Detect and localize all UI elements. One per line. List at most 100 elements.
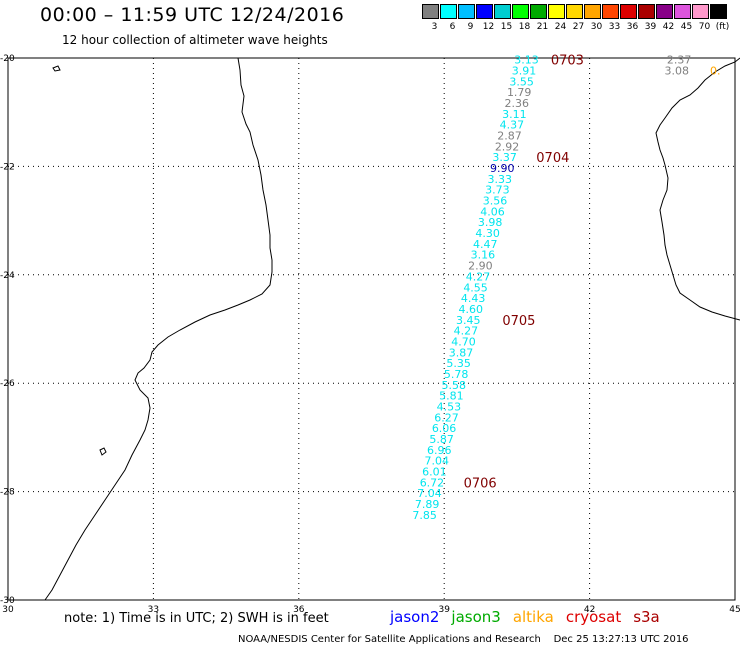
swh-value: 2.36 <box>505 97 530 110</box>
swh-value: 7.85 <box>412 509 437 522</box>
lon-tick-label: 30 <box>2 605 14 615</box>
swh-value: 2.92 <box>495 140 520 153</box>
swh-value: 4.60 <box>458 303 483 316</box>
swh-value: 3.73 <box>485 184 510 197</box>
scale-label: 36 <box>626 22 639 32</box>
legend-item: jason2 <box>390 608 440 626</box>
swh-value: 4.37 <box>500 119 525 132</box>
swh-value: 4.27 <box>466 270 491 283</box>
lat-tick-label: -30 <box>0 596 15 606</box>
altimeter-track: 3.133.913.551.792.363.114.372.872.923.37… <box>412 54 720 522</box>
swh-value: 6.96 <box>427 444 452 457</box>
swh-value: 4.06 <box>480 205 505 218</box>
scale-swatch <box>512 4 529 19</box>
lat-tick-label: -24 <box>0 271 15 281</box>
scale-swatch <box>494 4 511 19</box>
swh-value: 1.79 <box>507 86 532 99</box>
scale-swatch <box>530 4 547 19</box>
swh-value: 6.01 <box>422 466 447 479</box>
swh-value: 9.90 <box>490 162 515 175</box>
swh-value: 4.47 <box>473 238 498 251</box>
swh-value: 3.08 <box>664 64 689 77</box>
swh-value: 3.37 <box>492 151 517 164</box>
swh-value: 5.81 <box>439 390 464 403</box>
swh-value: 0. <box>710 64 721 77</box>
madagascar-coastline <box>655 57 740 321</box>
island-bassas <box>52 65 61 72</box>
scale-label: (ft) <box>715 22 730 32</box>
scale-label: 15 <box>500 22 513 32</box>
legend-item: altika <box>512 608 554 626</box>
lon-tick-label: 36 <box>293 605 305 615</box>
lon-tick-label: 39 <box>438 605 450 615</box>
axis-ticks: 30 33 36 39 42 45 -20 -22 -24 -26 -28 -30 <box>0 54 740 615</box>
swh-value: 7.89 <box>415 498 440 511</box>
lat-tick-label: -22 <box>0 162 15 172</box>
swh-value: 6.72 <box>420 476 445 489</box>
swh-value: 5.87 <box>429 433 454 446</box>
swh-value: 5.78 <box>444 368 469 381</box>
swh-value: 2.37 <box>667 54 692 67</box>
swh-value: 2.90 <box>468 260 493 273</box>
scale-label: 42 <box>662 22 675 32</box>
scale-swatch <box>584 4 601 19</box>
scale-label: 39 <box>644 22 657 32</box>
swh-value: 3.16 <box>471 249 496 262</box>
swh-value: 3.13 <box>514 54 539 67</box>
scale-label: 24 <box>554 22 567 32</box>
grid <box>7 57 736 601</box>
swh-value: 5.35 <box>446 357 471 370</box>
swh-value: 4.43 <box>461 292 486 305</box>
scale-swatch <box>602 4 619 19</box>
scale-swatch <box>656 4 673 19</box>
map-subtitle: 12 hour collection of altimeter wave hei… <box>62 33 328 47</box>
scale-label: 3 <box>431 22 438 32</box>
swh-value: 3.56 <box>483 195 508 208</box>
lon-tick-label: 42 <box>584 605 595 615</box>
lat-tick-label: -26 <box>0 379 15 389</box>
lon-tick-label: 45 <box>729 605 740 615</box>
swh-value: 3.11 <box>502 108 527 121</box>
island-europa <box>99 447 107 456</box>
scale-swatch <box>566 4 583 19</box>
footnote: note: 1) Time is in UTC; 2) SWH is in fe… <box>64 611 329 626</box>
map-frame <box>7 57 736 601</box>
scale-swatch <box>422 4 439 19</box>
swh-value: 3.33 <box>488 173 513 186</box>
credit-line: NOAA/NESDIS Center for Satellite Applica… <box>238 634 689 645</box>
swh-value: 3.91 <box>512 64 537 77</box>
swh-value: 4.53 <box>437 401 462 414</box>
scale-label: 9 <box>467 22 474 32</box>
swh-value: 7.04 <box>425 455 450 468</box>
scale-swatch <box>476 4 493 19</box>
legend-item: jason3 <box>451 608 501 626</box>
swh-value: 4.27 <box>454 325 479 338</box>
swh-value: 7.04 <box>417 487 442 500</box>
scale-swatch <box>638 4 655 19</box>
map-title: 00:00 – 11:59 UTC 12/24/2016 <box>40 4 345 26</box>
satellite-legend: jason2 jason3 altika cryosat s3a <box>390 608 672 626</box>
swh-value: 6.27 <box>434 411 459 424</box>
time-label: 0706 <box>464 476 497 491</box>
time-label: 0703 <box>551 54 584 69</box>
scale-label: 45 <box>680 22 693 32</box>
lat-tick-label: -28 <box>0 488 15 498</box>
scale-swatch <box>548 4 565 19</box>
time-label: 0705 <box>502 314 535 329</box>
scale-label: 70 <box>698 22 711 32</box>
scale-swatch <box>440 4 457 19</box>
lon-tick-label: 33 <box>148 605 159 615</box>
legend-item: cryosat <box>565 608 622 626</box>
swh-value: 4.30 <box>475 227 500 240</box>
swh-value: 3.55 <box>509 75 534 88</box>
scale-label: 21 <box>536 22 549 32</box>
swh-value: 6.06 <box>432 422 457 435</box>
scale-swatch <box>692 4 709 19</box>
swh-value: 4.70 <box>451 335 476 348</box>
scale-swatch <box>710 4 727 19</box>
scale-label: 6 <box>449 22 456 32</box>
scale-label: 33 <box>608 22 621 32</box>
scale-swatch <box>674 4 691 19</box>
scale-swatch <box>620 4 637 19</box>
